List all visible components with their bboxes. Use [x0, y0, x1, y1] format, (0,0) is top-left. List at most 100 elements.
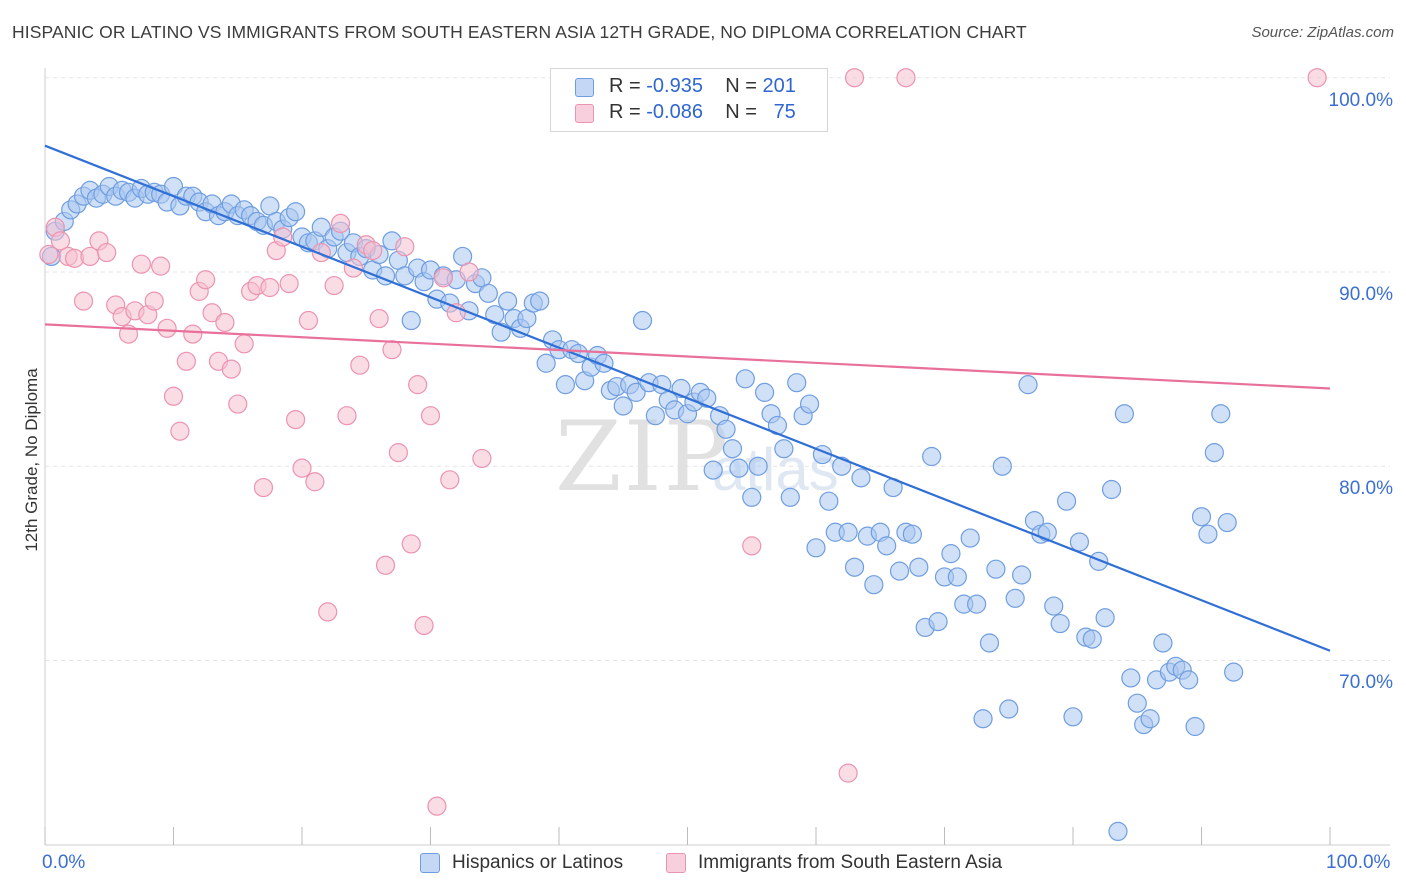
data-point	[1044, 596, 1064, 616]
data-point	[395, 237, 415, 257]
data-point	[1095, 608, 1115, 628]
data-point	[1056, 491, 1077, 511]
data-point	[626, 382, 646, 402]
data-point	[285, 409, 306, 430]
data-point	[382, 340, 402, 360]
data-point	[941, 544, 961, 564]
legend-swatch-blue	[575, 78, 594, 97]
legend-r-label: R =	[609, 101, 641, 123]
data-point	[427, 796, 447, 816]
data-point	[1204, 443, 1224, 463]
legend-r-value: -0.935	[646, 75, 703, 97]
data-point	[292, 458, 312, 478]
data-point	[742, 487, 762, 507]
data-point	[613, 396, 633, 416]
data-point	[228, 394, 248, 414]
data-point	[1307, 68, 1327, 88]
data-point	[39, 244, 59, 265]
data-point	[1114, 404, 1135, 424]
data-point	[50, 231, 71, 251]
data-point	[151, 256, 171, 276]
data-point	[530, 291, 550, 311]
data-point	[1224, 662, 1244, 682]
data-point	[877, 536, 897, 556]
data-point	[131, 254, 151, 274]
data-point	[754, 382, 775, 402]
data-point	[806, 538, 826, 558]
data-point	[1011, 565, 1032, 585]
data-point	[433, 268, 453, 288]
data-point	[215, 312, 235, 333]
data-point	[992, 456, 1012, 476]
data-point	[716, 419, 736, 439]
data-point	[318, 602, 338, 622]
data-point	[1018, 375, 1038, 395]
data-point	[819, 491, 839, 511]
data-point	[202, 303, 222, 323]
data-point	[478, 283, 498, 303]
data-point	[498, 291, 518, 311]
legend-label-immigrants: Immigrants from South Eastern Asia	[698, 852, 1003, 873]
data-point	[414, 615, 434, 636]
data-point	[909, 557, 929, 577]
data-point	[363, 240, 383, 261]
data-point	[1121, 668, 1141, 688]
data-point	[703, 460, 723, 480]
data-point	[279, 274, 299, 294]
series-hispanics	[41, 176, 1244, 842]
data-point	[973, 709, 993, 729]
legend-swatch-pink	[666, 853, 686, 873]
data-point	[176, 351, 196, 371]
legend-label-hispanics: Hispanics or Latinos	[452, 852, 624, 873]
data-point	[729, 458, 749, 478]
data-point	[375, 555, 396, 575]
data-point	[787, 373, 807, 393]
data-point	[922, 446, 942, 467]
trend-lines	[44, 144, 1331, 652]
chart-source: Source: ZipAtlas.com	[1251, 24, 1394, 41]
axes	[44, 68, 1390, 846]
data-point	[960, 528, 980, 548]
data-point	[902, 524, 922, 544]
y-axis-title: 12th Grade, No Diploma	[22, 368, 41, 552]
data-point	[260, 277, 280, 298]
data-point	[851, 468, 871, 488]
grid-lines	[45, 77, 1390, 661]
data-point	[735, 369, 755, 389]
data-point	[1005, 588, 1025, 608]
trend-line-hispanics	[44, 144, 1331, 652]
legend-r-label: R =	[609, 75, 641, 97]
legend-r-value: -0.086	[646, 101, 703, 123]
data-point	[748, 456, 768, 476]
data-point	[1198, 524, 1218, 544]
data-point	[221, 359, 241, 379]
data-point	[780, 487, 800, 507]
legend-swatch-blue	[420, 853, 440, 873]
data-point	[401, 310, 421, 331]
legend-n-label: N =	[725, 75, 757, 97]
data-point	[440, 470, 460, 490]
data-point	[459, 262, 479, 282]
data-point	[97, 242, 117, 263]
data-point	[799, 394, 820, 414]
data-point	[337, 406, 357, 426]
data-point	[311, 217, 331, 237]
series-immigrants	[39, 68, 1327, 816]
legend-n-value: 201	[762, 75, 796, 97]
x-tick-label-max: 100.0%	[1326, 852, 1391, 873]
data-point	[967, 594, 987, 614]
data-point	[1069, 532, 1090, 552]
data-point	[1185, 716, 1205, 737]
data-point	[253, 477, 274, 498]
data-point	[864, 575, 884, 595]
data-point	[1191, 507, 1212, 527]
data-point	[1108, 821, 1128, 842]
data-point	[1082, 629, 1102, 649]
data-point	[472, 448, 492, 469]
data-point	[80, 246, 100, 267]
data-point	[1127, 693, 1147, 713]
data-point	[1063, 707, 1083, 727]
data-point	[350, 355, 370, 375]
data-point	[196, 270, 216, 290]
